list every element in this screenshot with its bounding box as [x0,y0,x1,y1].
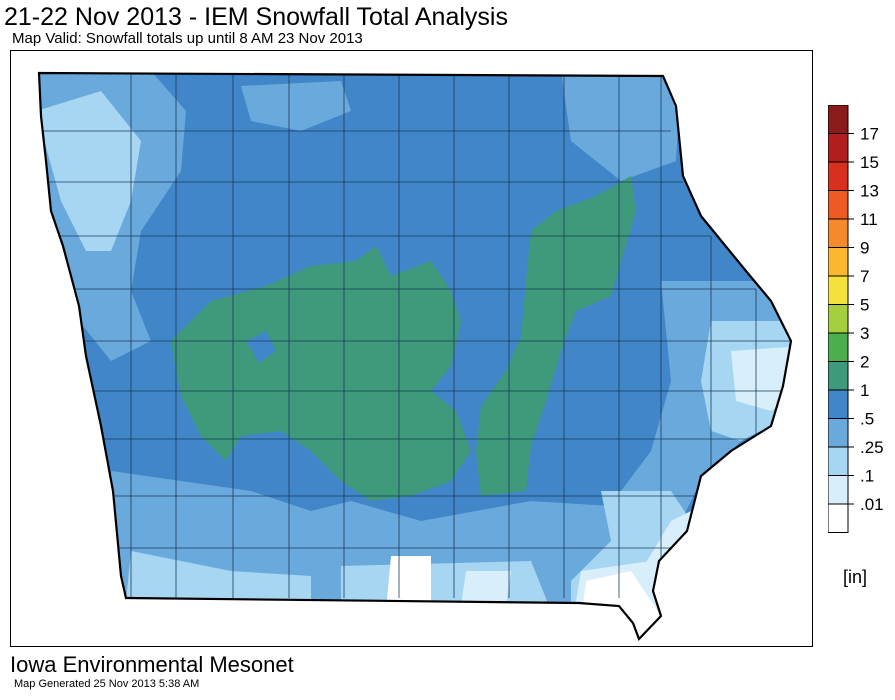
legend-label: 11 [860,210,878,229]
map-subtitle: Map Valid: Snowfall totals up until 8 AM… [12,30,363,47]
iowa-state-outline [37,71,793,642]
western-green-band [171,246,471,501]
legend-swatch [828,275,849,305]
footer-org: Iowa Environmental Mesonet [10,652,294,677]
legend-swatch [828,190,849,220]
legend-swatch [828,418,849,448]
map-frame [10,50,813,647]
legend-label: 7 [860,267,869,286]
legend-label: 15 [860,153,879,172]
legend-label: .25 [860,438,884,457]
legend-label: 13 [860,182,879,201]
legend-swatch [828,133,849,163]
map-title: 21-22 Nov 2013 - IEM Snowfall Total Anal… [4,3,508,31]
legend-swatch [828,247,849,277]
legend-label: 2 [860,353,869,372]
legend-label: 5 [860,296,869,315]
legend-swatch [828,332,849,362]
legend-swatch [828,475,849,505]
snowfall-legend: 17 15 13 11 9 7 5 3 2 1 .5 .25 .1 .01 [828,105,895,545]
legend-label: 1 [860,381,869,400]
county-lines [41,73,791,598]
iowa-snowfall-map [37,71,793,642]
legend-swatch [828,503,849,533]
legend-label: .5 [860,410,874,429]
legend-label: 9 [860,239,869,258]
legend-label: 17 [860,125,879,144]
legend-label: 3 [860,324,869,343]
eastern-green-band [476,176,636,496]
legend-label: .01 [860,495,884,514]
legend-swatch [828,446,849,476]
legend-swatch [828,361,849,391]
legend-colorbar: 17 15 13 11 9 7 5 3 2 1 .5 .25 .1 .01 [828,105,884,533]
legend-swatch [828,304,849,334]
legend-swatch [828,161,849,191]
legend-swatch [828,389,849,419]
legend-unit: [in] [843,567,868,587]
legend-swatch [828,105,849,134]
footer-generated: Map Generated 25 Nov 2013 5:38 AM [14,678,200,690]
legend-label: .1 [860,467,874,486]
legend-swatch [828,218,849,248]
